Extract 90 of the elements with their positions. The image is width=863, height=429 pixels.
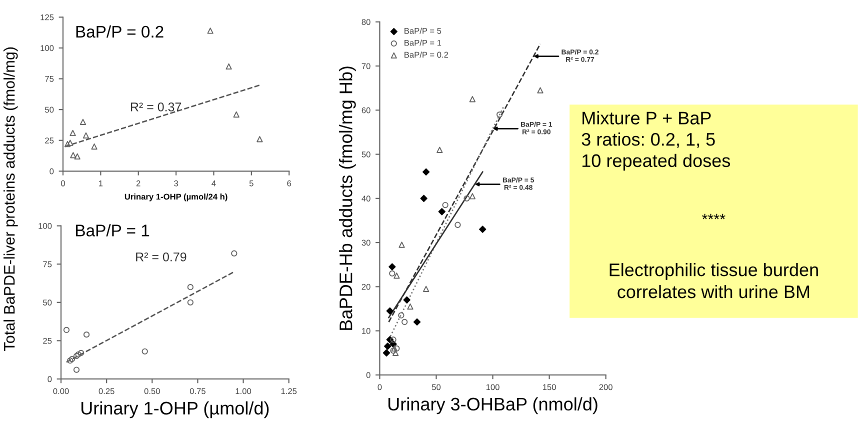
y-tick-label: 50	[43, 300, 52, 306]
y-tick-label: 75	[43, 261, 52, 268]
y-tick-label: 25	[45, 138, 54, 144]
point	[233, 111, 240, 118]
annotation: R² = 0.37	[130, 102, 182, 112]
y-tick-label: 10	[362, 328, 370, 334]
annotation: BaP/P = 1	[76, 224, 150, 236]
point	[390, 340, 397, 348]
x-tick-label: 0.25	[98, 388, 114, 394]
point	[392, 350, 399, 356]
x-tick-label: 1.00	[236, 388, 252, 394]
y-axis-title: BaPDE-Hb adducts (fmol/mg Hb)	[339, 66, 356, 330]
y-tick-label: 25	[43, 338, 52, 344]
x-tick-label: 0	[378, 384, 382, 390]
y-tick-label: 0	[48, 376, 52, 382]
point	[438, 208, 446, 216]
y-tick-label: 75	[45, 76, 54, 82]
point	[436, 146, 443, 153]
x-tick-label: 0.75	[190, 388, 206, 394]
x-tick-label: 3	[174, 180, 178, 186]
point	[469, 96, 476, 102]
y-tick-label: 20	[362, 284, 370, 290]
x-tick-label: 0.50	[144, 388, 160, 394]
x-axis-title: Urinary 1-OHP (µmol/d)	[81, 401, 269, 418]
x-tick-label: 1	[99, 180, 103, 186]
y-tick-label: 50	[362, 151, 370, 158]
y-tick-label: 30	[362, 240, 370, 246]
point	[82, 132, 90, 139]
x-tick-label: 0	[61, 180, 65, 186]
annotation: Mixture P + BaP	[582, 111, 711, 124]
x-tick-label: 2	[136, 180, 140, 186]
y-tick-label: 60	[362, 107, 370, 114]
point	[420, 194, 428, 202]
x-tick-label: 4	[212, 180, 216, 186]
y-axis-title: Total BaPDE-liver proteins adducts (fmol/mg)	[4, 47, 18, 351]
point	[384, 342, 392, 350]
point	[394, 272, 400, 279]
y-tick-label: 70	[362, 63, 370, 70]
y-tick-label: 50	[45, 106, 54, 113]
point	[537, 87, 544, 94]
point	[422, 168, 430, 176]
point	[388, 263, 396, 270]
y-tick-label: 40	[362, 196, 370, 202]
point	[479, 226, 486, 233]
point	[407, 303, 414, 310]
point	[382, 349, 390, 356]
point	[403, 296, 410, 304]
point	[391, 345, 398, 352]
x-tick-label: 200	[599, 384, 612, 390]
point	[91, 143, 98, 150]
y-tick-label: 0	[366, 372, 370, 378]
annotation: R² = 0.79	[136, 252, 186, 262]
annotation: BaP/P = 0.2	[76, 25, 164, 38]
legend-label: BaP/P = 5	[404, 28, 442, 34]
x-tick-label: 100	[486, 384, 500, 390]
point	[70, 130, 76, 136]
x-tick-label: 1.25	[281, 388, 297, 394]
x-axis-title: Urinary 3-OHBaP (nmol/d)	[388, 397, 598, 414]
point	[80, 118, 86, 125]
y-tick-label: 80	[362, 19, 370, 25]
text: ****	[702, 214, 726, 220]
y-tick-label: 100	[40, 45, 54, 52]
text: correlates with urine BM	[618, 284, 810, 298]
point	[70, 152, 76, 158]
x-tick-label: 6	[287, 180, 292, 186]
x-axis-title: Urinary 1-OHP (µmol/24 h)	[124, 194, 228, 202]
y-tick-label: 0	[50, 168, 54, 174]
point	[413, 318, 421, 326]
point	[74, 153, 80, 160]
point	[207, 28, 214, 34]
y-tick-label: 125	[40, 14, 54, 20]
y-tick-label: 100	[38, 223, 52, 229]
point	[386, 336, 394, 344]
x-tick-label: 0.00	[53, 388, 69, 394]
legend-label: BaP/P = 1	[404, 40, 442, 46]
text: Electrophilic tissue burden	[610, 262, 818, 280]
legend-label: BaP/P = 0.2	[404, 52, 448, 58]
point	[469, 193, 476, 200]
point	[398, 242, 405, 248]
annotation: 10 repeated doses	[582, 154, 730, 171]
x-tick-label: 5	[249, 180, 254, 186]
point	[64, 140, 71, 148]
annotation: 3 ratios: 0.2, 1, 5	[582, 132, 715, 148]
point	[422, 286, 430, 292]
x-tick-label: 150	[542, 384, 556, 390]
point	[67, 140, 74, 146]
point	[256, 136, 263, 142]
point	[386, 307, 394, 315]
point	[226, 63, 232, 70]
x-tick-label: 50	[432, 384, 441, 390]
